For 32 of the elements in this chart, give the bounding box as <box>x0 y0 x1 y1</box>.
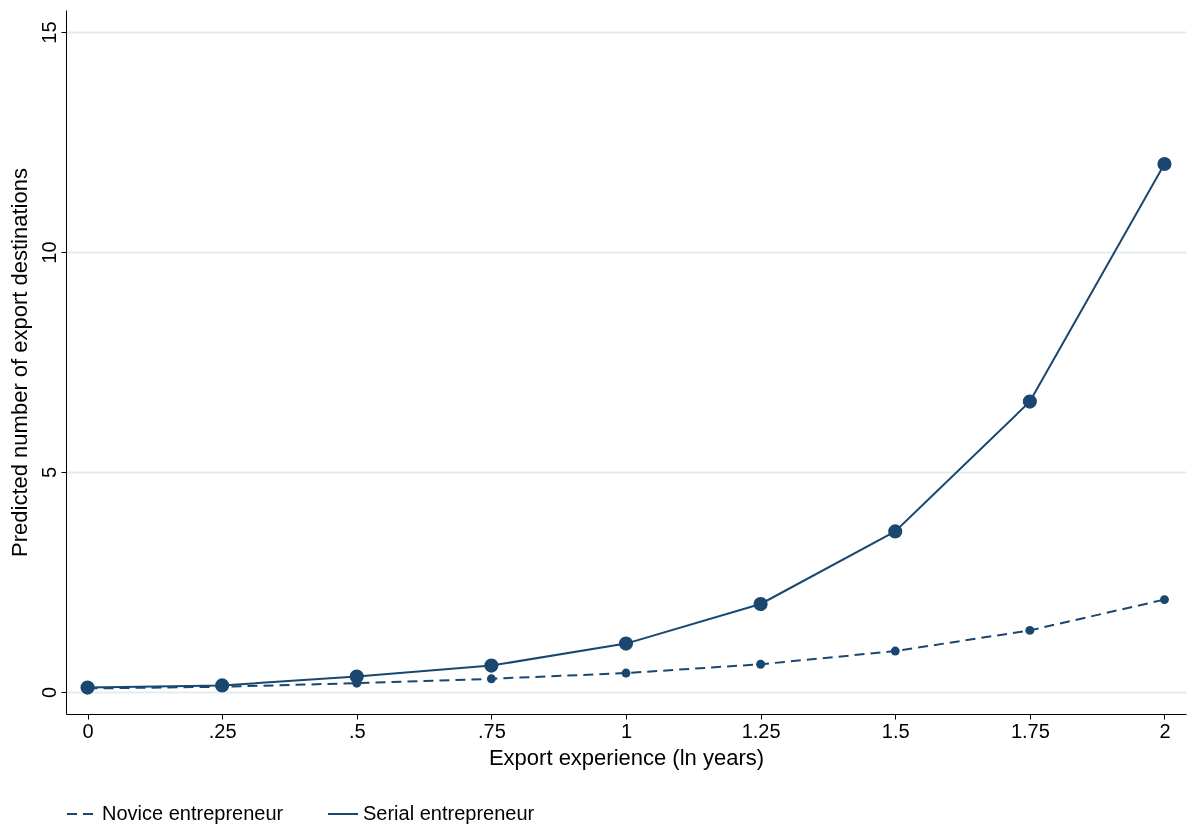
point <box>1159 595 1169 605</box>
point <box>756 659 766 669</box>
x-tick-label: 0 <box>82 719 94 742</box>
x-tick-label: 1.5 <box>881 719 910 742</box>
point <box>890 646 900 656</box>
point <box>484 658 499 673</box>
point <box>80 680 95 695</box>
y-tick-label: 10 <box>37 241 60 264</box>
legend-label: Serial entrepreneur <box>363 802 535 824</box>
x-tick-label: 2 <box>1159 719 1171 742</box>
point <box>753 596 768 612</box>
y-tick-label: 5 <box>37 466 60 479</box>
x-tick-label: .5 <box>348 719 366 742</box>
y-tick-label: 15 <box>37 21 60 44</box>
x-tick-label: .75 <box>477 719 506 742</box>
point <box>1025 625 1035 635</box>
point <box>486 674 496 684</box>
point <box>618 636 634 651</box>
point <box>888 524 903 539</box>
x-tick-label: 1 <box>620 719 633 742</box>
point <box>349 669 364 684</box>
x-tick-label: 1.25 <box>741 719 781 742</box>
x-tick-label: 1.75 <box>1010 719 1050 742</box>
point <box>215 678 230 693</box>
x-axis-title: Export experience (ln years) <box>488 744 765 770</box>
point <box>1157 156 1172 172</box>
point <box>1022 394 1037 409</box>
y-tick-label: 0 <box>37 686 60 699</box>
point <box>621 668 631 678</box>
y-axis-title: Predicted number of export destinations <box>6 168 32 557</box>
x-tick-label: .25 <box>208 719 237 742</box>
legend-label: Novice entrepreneur <box>102 802 284 824</box>
